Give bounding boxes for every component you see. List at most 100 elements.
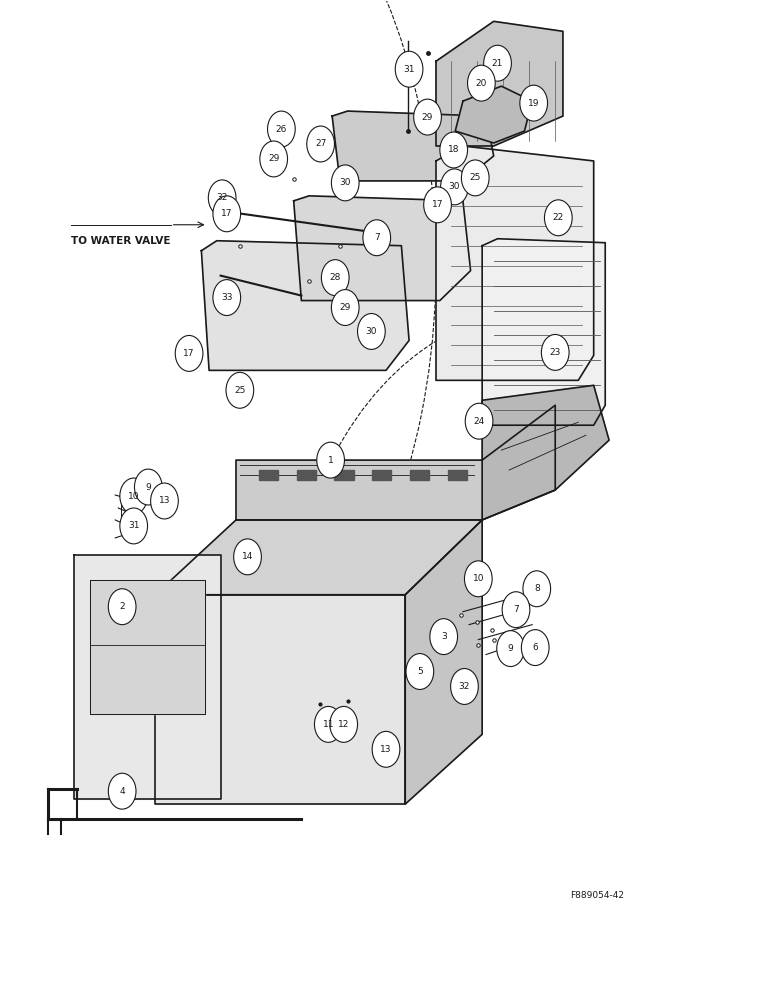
Text: 9: 9: [508, 644, 513, 653]
Text: 23: 23: [550, 348, 561, 357]
Text: 32: 32: [216, 193, 228, 202]
Circle shape: [406, 654, 434, 689]
Circle shape: [331, 165, 359, 201]
Circle shape: [395, 51, 423, 87]
Polygon shape: [436, 21, 563, 146]
Circle shape: [520, 85, 547, 121]
Text: 27: 27: [315, 139, 327, 148]
Circle shape: [414, 99, 442, 135]
Circle shape: [466, 403, 493, 439]
Text: 18: 18: [448, 145, 459, 154]
Polygon shape: [436, 146, 594, 380]
Polygon shape: [236, 405, 555, 520]
Polygon shape: [334, 470, 354, 480]
Circle shape: [213, 280, 241, 316]
Text: 11: 11: [323, 720, 334, 729]
Text: 24: 24: [473, 417, 485, 426]
Text: 9: 9: [145, 483, 151, 492]
Text: 33: 33: [221, 293, 232, 302]
Circle shape: [441, 169, 469, 205]
Polygon shape: [332, 111, 493, 181]
Circle shape: [208, 180, 236, 216]
Text: 12: 12: [338, 720, 350, 729]
Text: 7: 7: [513, 605, 519, 614]
Text: 3: 3: [441, 632, 446, 641]
Circle shape: [462, 160, 489, 196]
Circle shape: [260, 141, 287, 177]
Polygon shape: [455, 86, 532, 143]
Text: 21: 21: [492, 59, 503, 68]
Text: 31: 31: [403, 65, 415, 74]
Circle shape: [226, 372, 254, 408]
Text: 29: 29: [422, 113, 433, 122]
Polygon shape: [155, 520, 482, 595]
Text: 5: 5: [417, 667, 423, 676]
Polygon shape: [155, 595, 405, 804]
Circle shape: [134, 469, 162, 505]
Circle shape: [306, 126, 334, 162]
Text: 6: 6: [533, 643, 538, 652]
Text: 17: 17: [432, 200, 443, 209]
Circle shape: [321, 260, 349, 296]
Text: 20: 20: [476, 79, 487, 88]
Polygon shape: [482, 385, 609, 520]
Circle shape: [502, 592, 530, 628]
Circle shape: [496, 631, 524, 667]
Text: 28: 28: [330, 273, 341, 282]
Circle shape: [268, 111, 295, 147]
Polygon shape: [405, 520, 482, 804]
Circle shape: [108, 589, 136, 625]
Circle shape: [372, 731, 400, 767]
Text: 10: 10: [472, 574, 484, 583]
Text: 30: 30: [366, 327, 378, 336]
Circle shape: [523, 571, 550, 607]
Text: 30: 30: [449, 182, 460, 191]
Circle shape: [330, 706, 357, 742]
Text: 25: 25: [469, 173, 481, 182]
Text: 29: 29: [340, 303, 351, 312]
Text: 4: 4: [120, 787, 125, 796]
Text: 19: 19: [528, 99, 540, 108]
Circle shape: [331, 290, 359, 325]
Circle shape: [521, 630, 549, 666]
Text: 22: 22: [553, 213, 564, 222]
Circle shape: [451, 669, 479, 704]
Text: 14: 14: [242, 552, 253, 561]
Circle shape: [357, 314, 385, 349]
Text: TO WATER VALVE: TO WATER VALVE: [70, 236, 170, 246]
Polygon shape: [201, 241, 409, 370]
Circle shape: [424, 187, 452, 223]
Polygon shape: [293, 196, 471, 301]
Polygon shape: [410, 470, 429, 480]
Circle shape: [465, 561, 493, 597]
Text: 17: 17: [221, 209, 232, 218]
Text: 2: 2: [120, 602, 125, 611]
Text: 7: 7: [374, 233, 380, 242]
Circle shape: [317, 442, 344, 478]
Circle shape: [120, 508, 147, 544]
Text: 30: 30: [340, 178, 351, 187]
Text: 13: 13: [381, 745, 391, 754]
Text: 13: 13: [159, 496, 170, 505]
Text: 1: 1: [328, 456, 334, 465]
Circle shape: [363, 220, 391, 256]
Polygon shape: [482, 239, 605, 425]
Polygon shape: [372, 470, 391, 480]
Text: 10: 10: [128, 492, 140, 501]
Circle shape: [468, 65, 495, 101]
Polygon shape: [296, 470, 316, 480]
Circle shape: [544, 200, 572, 236]
Circle shape: [430, 619, 458, 655]
Polygon shape: [74, 555, 221, 799]
Circle shape: [314, 706, 342, 742]
Text: 8: 8: [534, 584, 540, 593]
Text: 25: 25: [234, 386, 245, 395]
Text: 32: 32: [459, 682, 470, 691]
Circle shape: [108, 773, 136, 809]
Circle shape: [213, 196, 241, 232]
Circle shape: [175, 335, 203, 371]
Circle shape: [484, 45, 511, 81]
Polygon shape: [259, 470, 279, 480]
Circle shape: [234, 539, 262, 575]
Text: 29: 29: [268, 154, 279, 163]
